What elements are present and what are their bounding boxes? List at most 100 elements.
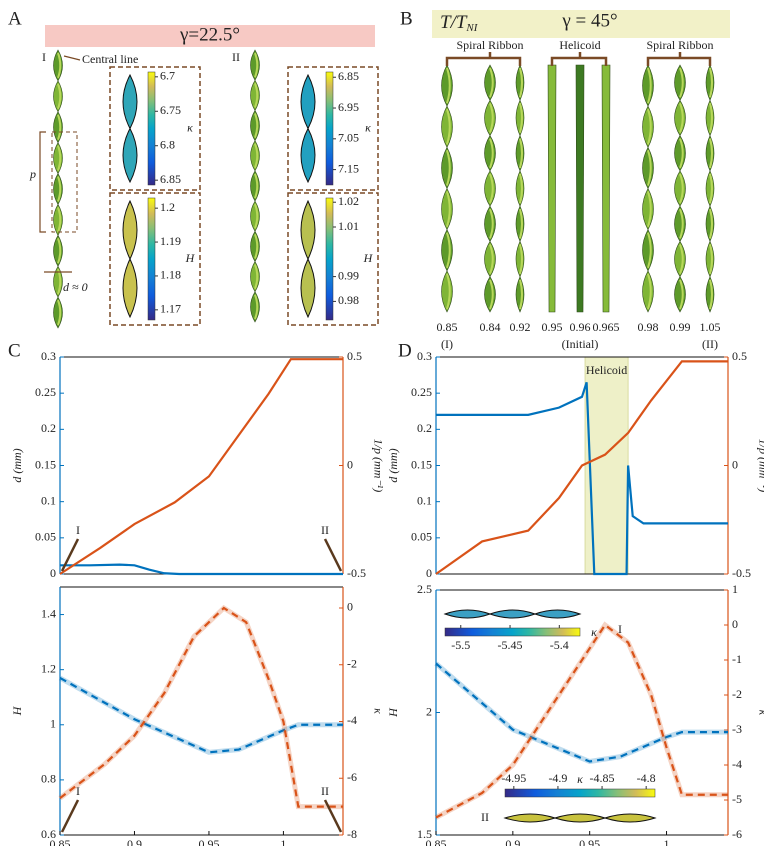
inset-ribbon	[503, 813, 557, 823]
y-axis-label: d (mm)	[10, 448, 24, 482]
y2-tick-label: 0.5	[732, 349, 747, 363]
annotation: d ≈ 0	[63, 280, 88, 294]
ribbon-highlight	[254, 264, 259, 290]
series-line	[59, 358, 343, 575]
annotation-arrow	[60, 538, 80, 572]
colorbar-tick-label: -4.8	[637, 771, 656, 785]
y-tick-label: 0.05	[35, 530, 56, 544]
y2-axis-label: κ	[756, 710, 764, 716]
colorbar-label: κ	[591, 625, 597, 639]
y-tick-label: 1.5	[417, 827, 432, 841]
y2-tick-label: -8	[347, 827, 357, 841]
ribbon-highlight	[647, 191, 652, 227]
series-line	[436, 381, 728, 576]
ribbon-highlight	[57, 207, 62, 233]
ribbon-highlight	[57, 299, 62, 326]
y-axis-label: H	[10, 705, 24, 716]
series-line	[60, 563, 343, 576]
colorbar	[147, 71, 156, 186]
ribbon-highlight	[57, 237, 62, 264]
title-band	[432, 10, 730, 38]
note-label: (II)	[702, 337, 718, 351]
temperature-label: 0.84	[480, 320, 501, 334]
y2-tick-label: 0.5	[347, 349, 362, 363]
ribbon-highlight	[679, 279, 684, 310]
ribbon-highlight	[254, 294, 259, 320]
x-tick-label: 0.85	[426, 837, 447, 846]
colorbar-tick-label: 1.2	[160, 200, 175, 214]
note-label: (I)	[441, 337, 453, 351]
y2-tick-label: -6	[347, 770, 357, 784]
colorbar-tick-label: -4.85	[590, 771, 615, 785]
title-band	[45, 25, 375, 47]
temperature-label: 1.05	[700, 320, 721, 334]
inset-label: II	[481, 810, 489, 824]
series-halo	[434, 621, 728, 820]
inset-ribbon	[300, 73, 316, 130]
ribbon-highlight	[679, 173, 684, 204]
colorbar-tick-label: 1.19	[160, 234, 181, 248]
inset-ribbon	[300, 127, 316, 184]
ribbon-highlight	[57, 268, 62, 295]
annotation: II	[321, 784, 329, 798]
temperature-label: 0.85	[437, 320, 458, 334]
y2-tick-label: -4	[347, 713, 357, 727]
y-tick-label: 1	[50, 717, 56, 731]
series-line	[435, 360, 728, 575]
annotation: Central line	[82, 52, 138, 66]
group-label: Spiral Ribbon	[646, 38, 713, 52]
y-tick-label: 0.15	[411, 457, 432, 471]
ribbon-highlight	[519, 173, 523, 204]
ribbon-highlight	[709, 103, 713, 133]
group-label: Helicoid	[559, 38, 600, 52]
panel-title: γ=22.5°	[179, 24, 240, 45]
colorbar-tick-label: -5.5	[451, 638, 470, 652]
group-brace	[445, 52, 522, 66]
colorbar	[504, 788, 656, 798]
series-line	[59, 676, 343, 754]
colorbar-tick-label: 1.17	[160, 302, 181, 316]
annotation-arrow	[323, 538, 343, 572]
ribbon-highlight	[57, 52, 62, 79]
ribbon-highlight	[57, 114, 62, 141]
y2-tick-label: -5	[732, 792, 742, 806]
panel-label: B	[400, 8, 413, 29]
series-line	[59, 606, 343, 808]
ribbon-highlight	[679, 244, 684, 275]
x-tick-label: 0.9	[505, 837, 520, 846]
y2-tick-label: -2	[347, 656, 357, 670]
temperature-label: 0.965	[593, 320, 620, 334]
x-tick-label: 0.9	[127, 837, 142, 846]
x-tick-label: 0.85	[50, 837, 71, 846]
inset-box	[109, 66, 201, 191]
ribbon-highlight	[679, 138, 684, 169]
ribbon-highlight	[446, 232, 451, 269]
ribbon-highlight	[519, 103, 523, 133]
y-tick-label: 0.1	[417, 493, 432, 507]
ribbon-highlight	[446, 150, 451, 186]
colorbar	[325, 197, 334, 321]
y2-tick-label: -1	[732, 652, 742, 666]
ribbon-highlight	[519, 208, 523, 239]
ribbon-highlight	[647, 67, 652, 104]
colorbar	[444, 627, 581, 637]
y2-tick-label: 0	[347, 457, 353, 471]
ribbon-highlight	[254, 143, 259, 169]
series-line	[435, 662, 728, 763]
period-bracket	[39, 131, 46, 233]
ribbon-highlight	[679, 102, 684, 133]
highlight-label: Helicoid	[586, 363, 627, 377]
inset-ribbon	[122, 73, 138, 130]
helicoid	[575, 64, 585, 313]
y-tick-label: 0.25	[35, 385, 56, 399]
y2-tick-label: 0	[732, 457, 738, 471]
ribbon-highlight	[519, 244, 523, 274]
title-sub: NI	[465, 22, 478, 34]
inset-ribbon	[553, 813, 607, 823]
inset-ribbon	[122, 257, 138, 319]
ribbon-highlight	[709, 208, 713, 239]
y-tick-label: 0.8	[41, 772, 56, 786]
colorbar-tick-label: -5.45	[498, 638, 523, 652]
ribbon-highlight	[489, 102, 494, 133]
colorbar-label: κ	[577, 772, 583, 786]
